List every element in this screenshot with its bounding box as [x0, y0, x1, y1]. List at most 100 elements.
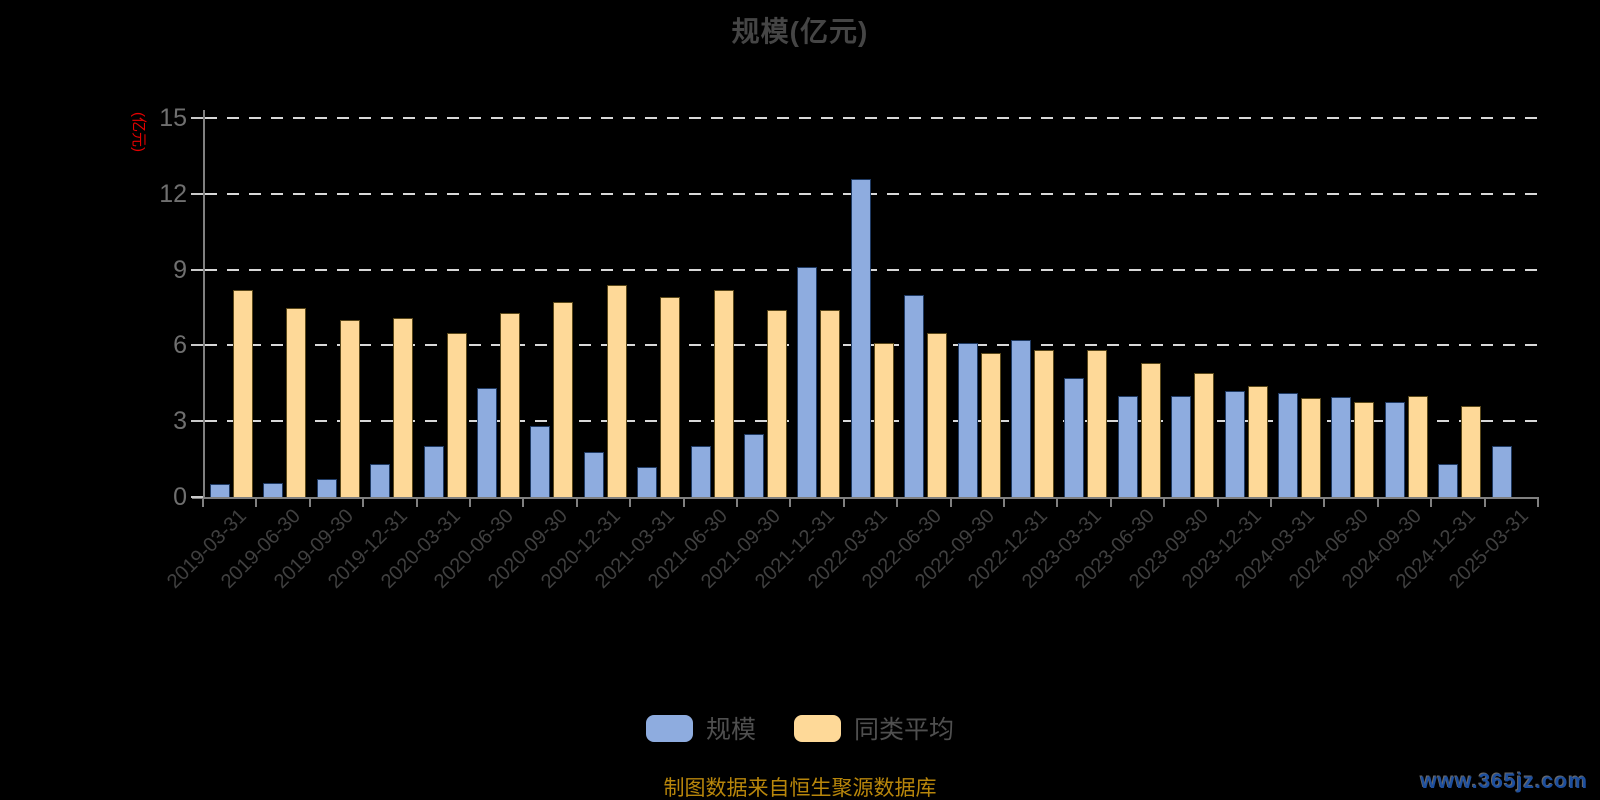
y-axis-unit-label: (亿元) [130, 112, 147, 152]
site-watermark[interactable]: www.365jz.com [1420, 770, 1588, 793]
x-axis-tick [682, 499, 685, 507]
x-axis-tick [1003, 499, 1005, 507]
x-axis-tick [362, 499, 365, 507]
bar-scale-2024-12-31[interactable] [1438, 464, 1459, 497]
x-axis-tick [1323, 499, 1326, 507]
x-axis-tick [1056, 499, 1059, 507]
bar-category-average-2023-06-30[interactable] [1140, 363, 1161, 497]
bar-scale-2019-09-30[interactable] [316, 479, 337, 497]
x-axis-tick [789, 499, 792, 507]
legend: 规模 同类平均 [0, 710, 1600, 746]
y-axis-label-3: 3 [173, 407, 187, 436]
bar-category-average-2019-03-31[interactable] [233, 289, 253, 497]
x-axis-tick [308, 499, 311, 507]
bar-scale-2020-12-31[interactable] [583, 451, 604, 497]
x-axis-tick [202, 499, 204, 507]
x-axis-tick [842, 499, 845, 507]
bar-scale-2023-09-30[interactable] [1171, 395, 1192, 497]
x-axis-tick [575, 499, 578, 507]
bar-scale-2022-03-31[interactable] [850, 178, 871, 497]
bar-scale-2020-03-31[interactable] [423, 446, 444, 497]
gridline-y-9 [205, 268, 1538, 271]
bar-category-average-2019-06-30[interactable] [286, 307, 307, 497]
x-axis-tick [1163, 499, 1166, 507]
bar-category-average-2022-03-31[interactable] [873, 342, 894, 497]
bar-category-average-2021-03-31[interactable] [660, 297, 681, 497]
legend-label-scale: 规模 [705, 716, 756, 744]
bar-scale-2023-03-31[interactable] [1064, 378, 1085, 497]
x-axis-line [192, 497, 1539, 499]
bar-category-average-2022-06-30[interactable] [927, 332, 948, 497]
bar-category-average-2021-06-30[interactable] [713, 289, 734, 497]
gridline-y-6 [205, 344, 1538, 347]
bar-scale-2025-03-31[interactable] [1491, 446, 1512, 497]
bar-scale-2022-12-31[interactable] [1011, 340, 1031, 497]
bar-scale-2020-06-30[interactable] [477, 388, 497, 497]
x-axis-tick [415, 499, 418, 507]
x-axis-tick [1216, 499, 1219, 507]
x-axis-tick [1483, 499, 1486, 507]
bar-scale-2022-09-30[interactable] [957, 342, 978, 497]
bar-scale-2021-09-30[interactable] [744, 433, 764, 497]
bar-category-average-2023-03-31[interactable] [1087, 350, 1108, 497]
bar-scale-2019-03-31[interactable] [210, 484, 230, 497]
legend-label-category-average: 同类平均 [854, 716, 955, 744]
bar-category-average-2023-12-31[interactable] [1247, 385, 1268, 497]
y-axis-label-9: 9 [173, 255, 187, 284]
bar-scale-2024-06-30[interactable] [1331, 397, 1352, 497]
x-axis-tick [1537, 499, 1539, 507]
y-axis-tick-3 [191, 420, 203, 423]
bar-category-average-2024-03-31[interactable] [1301, 398, 1321, 497]
legend-item-scale[interactable]: 规模 [645, 710, 756, 746]
legend-item-category-average[interactable]: 同类平均 [794, 710, 954, 746]
x-axis-tick [255, 499, 258, 507]
legend-swatch-scale [645, 714, 693, 742]
x-axis-tick [949, 499, 952, 507]
gridline-y-12 [205, 192, 1538, 195]
x-axis-tick [736, 499, 738, 507]
bar-scale-2019-06-30[interactable] [263, 483, 284, 497]
x-axis-tick [522, 499, 525, 507]
x-axis-tick [1270, 499, 1272, 507]
bar-category-average-2022-09-30[interactable] [980, 352, 1001, 497]
bar-category-average-2021-09-30[interactable] [767, 310, 787, 497]
bar-category-average-2023-09-30[interactable] [1194, 373, 1215, 497]
x-axis-tick [1376, 499, 1379, 507]
x-axis-tick [629, 499, 632, 507]
chart-title: 规模(亿元) [731, 16, 869, 47]
y-axis-label-15: 15 [159, 104, 187, 132]
bar-category-average-2020-12-31[interactable] [606, 284, 627, 497]
bar-category-average-2024-06-30[interactable] [1354, 402, 1375, 497]
bar-category-average-2020-06-30[interactable] [500, 312, 520, 497]
y-axis-tick-0 [191, 496, 203, 498]
bar-category-average-2021-12-31[interactable] [820, 310, 841, 497]
bar-category-average-2019-12-31[interactable] [393, 317, 414, 497]
y-axis-line [203, 110, 205, 499]
bar-scale-2023-12-31[interactable] [1224, 390, 1245, 497]
x-axis-tick [1430, 499, 1433, 507]
y-axis-label-0: 0 [173, 483, 187, 511]
bar-category-average-2019-09-30[interactable] [339, 320, 360, 497]
y-axis-tick-12 [191, 192, 203, 195]
bar-scale-2019-12-31[interactable] [370, 464, 391, 497]
y-axis-label-12: 12 [159, 179, 187, 208]
bar-scale-2024-03-31[interactable] [1278, 393, 1298, 497]
bar-category-average-2022-12-31[interactable] [1034, 350, 1054, 497]
bar-category-average-2024-12-31[interactable] [1461, 406, 1482, 497]
bar-category-average-2020-03-31[interactable] [446, 332, 467, 497]
bar-category-average-2024-09-30[interactable] [1407, 395, 1428, 497]
bar-scale-2021-12-31[interactable] [797, 267, 818, 497]
y-axis-tick-6 [191, 344, 203, 347]
bar-scale-2021-03-31[interactable] [637, 466, 658, 497]
legend-swatch-category-average [794, 714, 841, 742]
bar-category-average-2020-09-30[interactable] [553, 302, 574, 497]
bar-scale-2021-06-30[interactable] [690, 446, 711, 497]
x-axis-tick [1109, 499, 1112, 507]
bar-scale-2020-09-30[interactable] [530, 426, 551, 497]
bar-scale-2024-09-30[interactable] [1384, 402, 1405, 497]
bar-scale-2023-06-30[interactable] [1117, 395, 1138, 497]
y-axis-label-6: 6 [173, 331, 187, 360]
bar-scale-2022-06-30[interactable] [904, 294, 925, 497]
y-axis-tick-9 [191, 268, 203, 271]
